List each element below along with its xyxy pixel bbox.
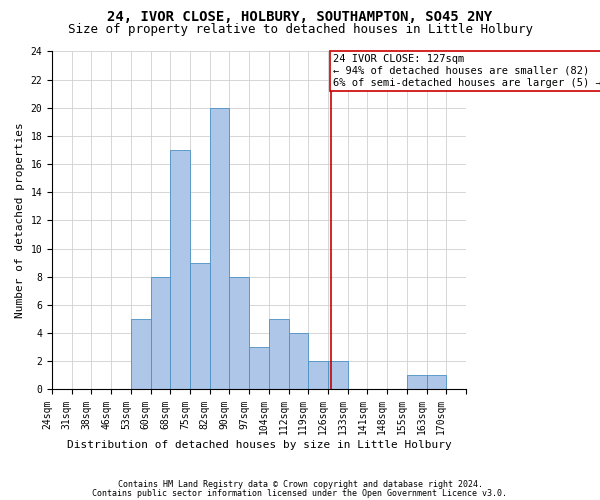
Bar — [229, 277, 249, 390]
Bar — [170, 150, 190, 390]
Bar — [289, 333, 308, 390]
Text: 24, IVOR CLOSE, HOLBURY, SOUTHAMPTON, SO45 2NY: 24, IVOR CLOSE, HOLBURY, SOUTHAMPTON, SO… — [107, 10, 493, 24]
Bar — [190, 262, 210, 390]
Text: Size of property relative to detached houses in Little Holbury: Size of property relative to detached ho… — [67, 22, 533, 36]
Bar — [308, 362, 328, 390]
Bar — [210, 108, 229, 390]
X-axis label: Distribution of detached houses by size in Little Holbury: Distribution of detached houses by size … — [67, 440, 451, 450]
Bar — [328, 362, 347, 390]
Y-axis label: Number of detached properties: Number of detached properties — [15, 122, 25, 318]
Text: Contains public sector information licensed under the Open Government Licence v3: Contains public sector information licen… — [92, 488, 508, 498]
Text: Contains HM Land Registry data © Crown copyright and database right 2024.: Contains HM Land Registry data © Crown c… — [118, 480, 482, 489]
Bar — [249, 347, 269, 390]
Bar — [151, 277, 170, 390]
Bar — [131, 319, 151, 390]
Text: 24 IVOR CLOSE: 127sqm
← 94% of detached houses are smaller (82)
6% of semi-detac: 24 IVOR CLOSE: 127sqm ← 94% of detached … — [332, 54, 600, 88]
Bar — [427, 376, 446, 390]
Bar — [269, 319, 289, 390]
Bar — [407, 376, 427, 390]
